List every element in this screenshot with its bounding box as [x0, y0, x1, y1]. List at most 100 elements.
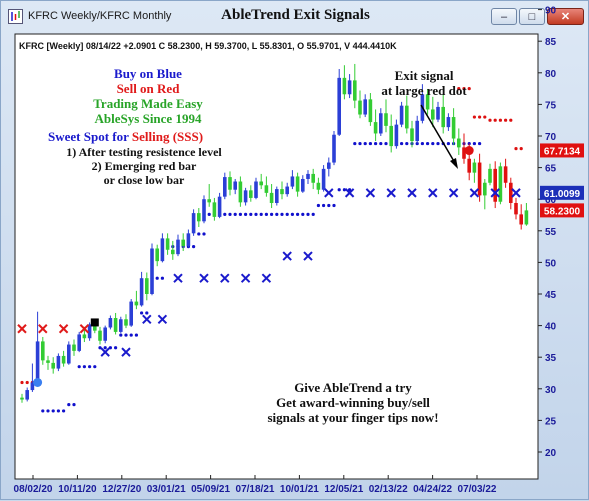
blue-x-marker	[448, 188, 459, 198]
candle-body	[82, 334, 87, 339]
blue-x-marker	[240, 273, 251, 283]
candle-body	[171, 249, 175, 255]
red-stop-dot	[457, 87, 461, 91]
candle-body	[399, 105, 404, 125]
candle-body	[160, 238, 165, 262]
exit-arrow	[420, 104, 458, 169]
candle-body	[498, 166, 503, 202]
candle-body	[238, 181, 243, 203]
blue-stop-dot	[332, 203, 336, 208]
blue-x-marker	[220, 273, 230, 283]
exit-signal-text-2: at large red dot	[381, 83, 467, 98]
x-tick-label: 02/13/22	[369, 484, 408, 495]
blue-stop-dot	[140, 311, 144, 315]
maximize-button[interactable]: □	[519, 8, 545, 25]
candle-body	[290, 176, 295, 187]
candle-body	[93, 324, 97, 331]
candle-body	[119, 319, 123, 332]
candle-body	[67, 344, 71, 364]
blue-stop-dot	[254, 212, 258, 216]
blue-x-marker	[324, 188, 334, 198]
blue-stop-dot	[296, 212, 300, 216]
candle-body	[155, 248, 159, 262]
blue-stop-dot	[280, 212, 284, 216]
candle-body	[514, 202, 518, 215]
blue-stop-dot	[98, 346, 102, 350]
blue-x-marker	[282, 251, 292, 261]
x-tick-label: 07/18/21	[236, 484, 275, 495]
ohlc-info-line: KFRC [Weekly] 08/14/22 +2.0901 C 58.2300…	[19, 41, 397, 51]
y-tick-label: 25	[545, 416, 557, 427]
blue-x-marker	[261, 273, 272, 283]
blue-stop-dot	[374, 141, 378, 146]
candle-body	[259, 181, 263, 186]
candle-body	[316, 182, 321, 190]
candle-body	[275, 189, 279, 203]
y-tick-label: 40	[545, 322, 557, 333]
blue-x-marker	[428, 188, 438, 198]
blue-stop-dot	[155, 276, 159, 280]
candle-body	[202, 199, 206, 222]
sss-point-2: 2) Emerging red bar	[92, 159, 197, 173]
price-label-text: 61.0099	[544, 189, 581, 200]
blue-stop-dot	[431, 141, 435, 146]
red-signal-dot	[464, 146, 474, 156]
blue-x-marker	[100, 347, 110, 357]
blue-stop-dot	[420, 141, 424, 146]
blue-stop-dot	[446, 141, 450, 146]
candle-body	[269, 192, 274, 203]
red-stop-dot	[25, 380, 29, 385]
candle-body	[145, 278, 149, 294]
candle-body	[134, 301, 139, 306]
candle-body	[207, 199, 211, 203]
blue-stop-dot	[207, 212, 211, 216]
blue-stop-dot	[285, 212, 289, 216]
blue-stop-dot	[264, 212, 268, 216]
candle-body	[347, 80, 352, 95]
red-stop-dot	[509, 118, 513, 122]
y-tick-label: 45	[545, 290, 557, 301]
blue-stop-dot	[316, 203, 320, 208]
blue-stop-dot	[72, 403, 76, 407]
blue-stop-dot	[244, 212, 248, 216]
x-tick-label: 05/09/21	[191, 484, 230, 495]
red-x-marker	[58, 324, 69, 334]
price-label-text: 67.7134	[544, 146, 581, 157]
blue-x-marker	[511, 188, 521, 198]
candle-body	[462, 147, 466, 159]
minimize-button[interactable]: –	[491, 8, 517, 25]
candle-body	[488, 168, 492, 183]
candle-body	[301, 178, 305, 192]
blue-stop-dot	[192, 245, 196, 249]
red-stop-dot	[488, 118, 492, 122]
blue-stop-dot	[275, 212, 279, 216]
title-bar[interactable]: KFRC Weekly/KFRC Monthly AbleTrend Exit …	[1, 1, 589, 31]
candle-body	[108, 318, 113, 328]
candle-body	[223, 177, 227, 197]
candle-body	[254, 181, 258, 198]
blue-stop-dot	[77, 365, 81, 369]
y-tick-label: 75	[545, 100, 557, 111]
x-tick-label: 12/27/20	[102, 484, 141, 495]
close-button[interactable]: ✕	[547, 8, 584, 25]
candle-body	[493, 168, 497, 202]
blue-stop-dot	[82, 365, 86, 369]
blue-x-marker	[344, 188, 355, 198]
blue-x-marker	[407, 188, 417, 198]
blue-stop-dot	[108, 346, 112, 350]
red-stop-dot	[472, 115, 476, 119]
candle-body	[129, 301, 133, 326]
blue-stop-dot	[238, 212, 242, 216]
blue-stop-dot	[124, 333, 128, 337]
sweet-spot-highlight: Selling (SSS)	[132, 129, 203, 144]
y-tick-label: 30	[545, 385, 557, 396]
blue-stop-dot	[129, 333, 133, 337]
candle-body	[384, 113, 388, 126]
blue-stop-dot	[358, 141, 362, 146]
red-stop-dot	[498, 118, 502, 122]
y-tick-label: 60	[545, 195, 557, 206]
candle-body	[181, 239, 185, 246]
y-tick-label: 85	[545, 37, 557, 48]
red-stop-dot	[20, 380, 24, 385]
